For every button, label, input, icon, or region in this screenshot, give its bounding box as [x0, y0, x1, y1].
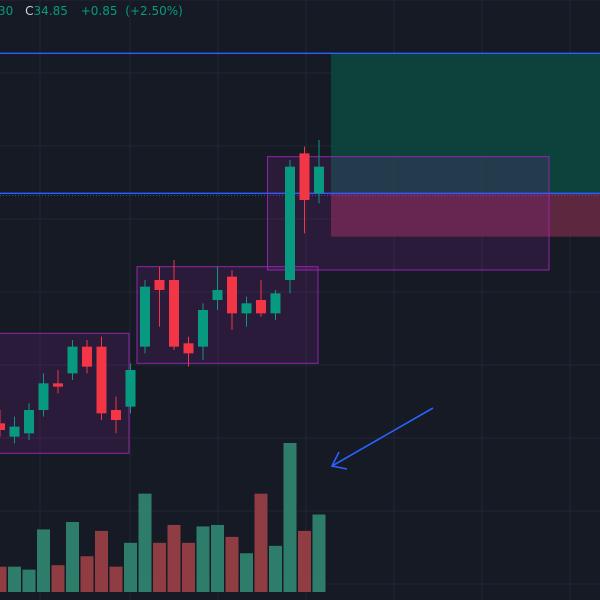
candle-body [169, 280, 179, 347]
volume-bar [153, 542, 166, 592]
volume-bar [196, 526, 210, 592]
volume-bar [80, 556, 94, 592]
candle [24, 403, 34, 440]
candle-body [111, 410, 121, 420]
candle-body [67, 346, 78, 374]
candle-body [9, 426, 20, 437]
candle-body [96, 346, 107, 414]
long-position-tool[interactable] [331, 53, 600, 237]
candlesticks [0, 140, 324, 444]
legend-partial-value: 30 [0, 4, 14, 18]
candle-body [285, 166, 295, 280]
candle [140, 280, 150, 354]
volume-bar [254, 493, 268, 592]
consolidation-zone-1 [0, 332, 130, 454]
volume-bar [37, 529, 50, 592]
legend-change-percent: (+2.50%) [125, 4, 183, 18]
volume-bar [109, 566, 123, 592]
candle-body [154, 280, 165, 290]
volume-bar [22, 569, 36, 592]
candle-body [198, 310, 208, 347]
legend-close-value: 34.85 [33, 4, 68, 18]
volume-bar [312, 514, 326, 592]
candle [0, 410, 5, 437]
arrow-shaft [331, 407, 434, 467]
volume-bar [0, 566, 7, 592]
volume-bar [95, 530, 108, 592]
candle-body [256, 300, 266, 314]
candle-body [82, 346, 92, 367]
candle [67, 340, 78, 380]
candle [270, 290, 281, 320]
volume-bar [124, 542, 137, 592]
candle-body [241, 303, 252, 314]
volume-bar [138, 493, 152, 592]
candle-body [140, 286, 150, 347]
candle-body [227, 276, 237, 314]
volume-bar [269, 545, 282, 592]
volume-bar [211, 524, 224, 592]
candle [111, 396, 121, 434]
volume-bar [182, 542, 195, 592]
consolidation-zone-3 [267, 156, 550, 271]
position-profit-zone [331, 53, 600, 194]
volume-bar [167, 524, 181, 592]
volume-bar [283, 443, 297, 592]
candle [198, 303, 208, 360]
candle-body [38, 383, 49, 410]
candle-body [270, 293, 281, 314]
candle [53, 370, 63, 394]
volume-bars [0, 443, 326, 592]
volume-bar [51, 565, 65, 592]
consolidation-zones[interactable] [0, 156, 550, 454]
candle-body [212, 290, 223, 300]
candle [241, 296, 252, 327]
candle [96, 336, 107, 420]
volume-bar [225, 536, 239, 592]
candle [82, 340, 92, 374]
ohlc-legend: 30 C34.85 +0.85 (+2.50%) [0, 3, 183, 19]
candle [154, 266, 165, 327]
arrow-head [330, 451, 348, 470]
candle [256, 280, 266, 317]
candle-body [0, 423, 5, 430]
candle [299, 146, 310, 234]
candle [285, 160, 295, 294]
candle [169, 260, 179, 350]
legend-change: +0.85 [80, 4, 118, 18]
volume-bar [298, 530, 311, 592]
candle-body [299, 153, 310, 200]
candle [125, 363, 136, 414]
volume-bar [240, 553, 253, 592]
candle [314, 140, 324, 204]
arrow-annotation[interactable] [330, 407, 434, 470]
volume-bar [8, 566, 21, 592]
legend-close-label: C [25, 4, 34, 18]
candle [9, 416, 20, 444]
candle-body [314, 166, 324, 194]
candle-body [24, 410, 34, 434]
candle-body [125, 370, 136, 407]
candle-body [53, 383, 63, 387]
candle [212, 266, 223, 310]
candle [227, 270, 237, 330]
candle-body [183, 343, 194, 354]
position-loss-zone [331, 193, 600, 237]
volume-bar [66, 521, 79, 592]
candle [38, 373, 49, 417]
candle [183, 336, 194, 367]
